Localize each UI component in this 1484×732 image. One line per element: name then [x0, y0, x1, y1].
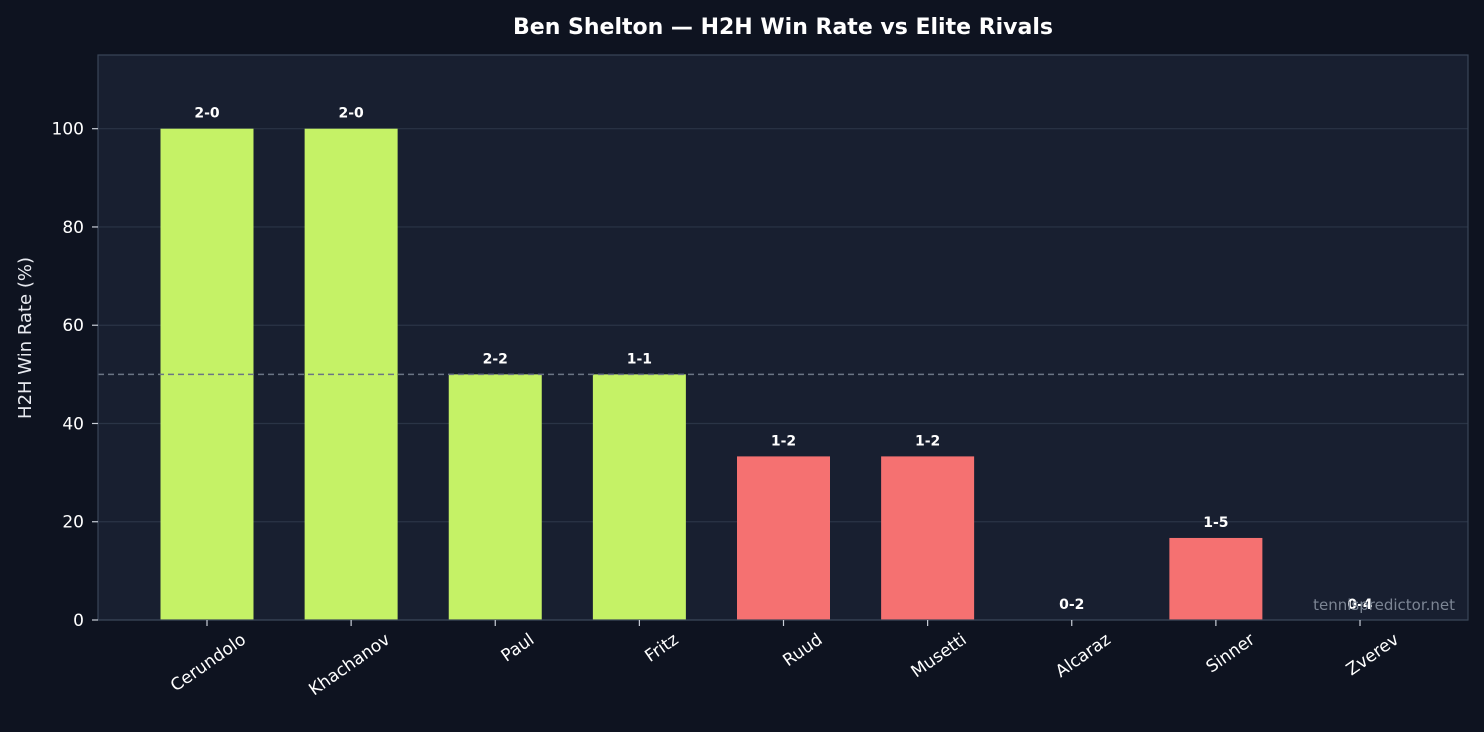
bar-fritz: [592, 374, 686, 620]
bar-paul: [448, 374, 542, 620]
bar-value-label: 1-2: [771, 433, 796, 449]
chart-title: Ben Shelton — H2H Win Rate vs Elite Riva…: [513, 15, 1053, 40]
y-tick-label: 40: [62, 414, 84, 434]
bar-value-label: 2-2: [483, 351, 508, 367]
bar-value-label: 0-2: [1059, 597, 1084, 613]
y-axis-label: H2H Win Rate (%): [15, 257, 36, 419]
y-tick-label: 60: [62, 316, 84, 336]
bar-sinner: [1169, 537, 1263, 620]
bar-musetti: [881, 456, 975, 620]
y-tick-label: 20: [62, 513, 84, 533]
watermark: tennispredictor.net: [1313, 596, 1455, 614]
y-axis-ticks: 0 20 40 60 80 100: [52, 120, 98, 631]
bar-value-label: 1-5: [1203, 515, 1228, 531]
bar-value-label: 1-1: [627, 351, 652, 367]
bar-value-label: 2-0: [338, 106, 364, 122]
bar-value-label: 2-0: [194, 106, 220, 122]
bar-ruud: [737, 456, 830, 620]
y-tick-label: 100: [52, 120, 84, 140]
y-tick-label: 0: [73, 611, 84, 631]
bar-value-label: 1-2: [915, 433, 940, 449]
bar-labels: 2-0 2-0 2-2 1-1 1-2 1-2 0-2 1-5 0-4: [194, 106, 1373, 613]
bar-value-label: 0-4: [1347, 597, 1373, 613]
y-tick-label: 80: [62, 218, 84, 238]
